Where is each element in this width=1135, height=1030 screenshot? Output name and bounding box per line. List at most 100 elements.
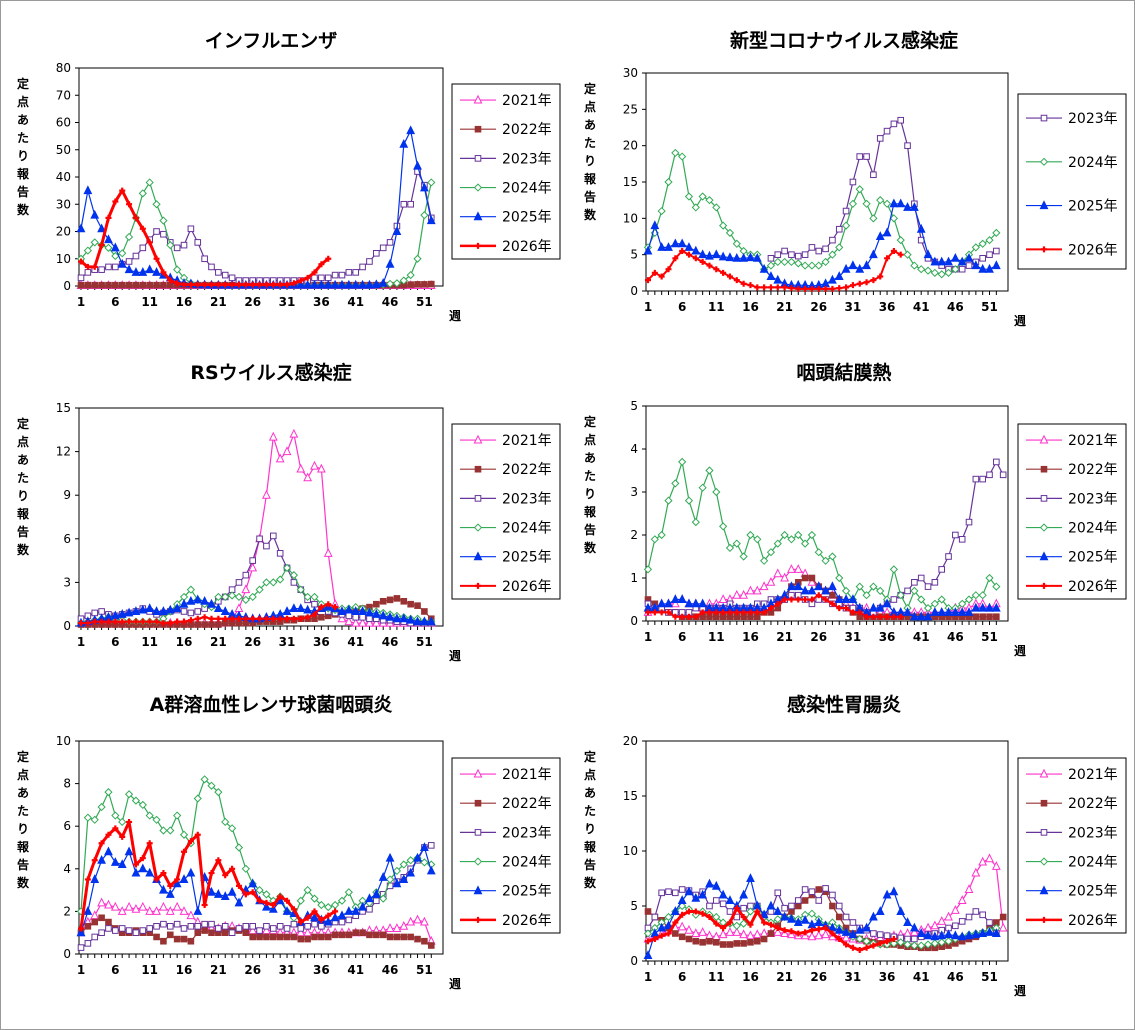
data-point (985, 236, 994, 245)
data-point (222, 615, 229, 622)
data-point (787, 257, 796, 267)
data-point (118, 281, 126, 289)
data-point (985, 263, 994, 273)
data-point (165, 906, 175, 915)
y-tick-label: 10 (56, 734, 71, 748)
data-point (868, 602, 878, 612)
data-point (752, 585, 762, 595)
data-point (848, 199, 858, 208)
data-point (97, 854, 107, 864)
data-point (104, 788, 113, 797)
data-point (124, 264, 134, 274)
data-point (712, 487, 721, 497)
x-tick-label: 1 (644, 970, 652, 984)
legend-label: 2022年 (1068, 462, 1118, 478)
legend-swatch-marker (474, 799, 482, 807)
data-point (746, 873, 755, 882)
data-point (132, 618, 139, 625)
data-point (952, 922, 959, 930)
data-point (227, 886, 237, 896)
x-tick-label: 51 (416, 963, 433, 977)
data-point (220, 606, 230, 615)
data-point (112, 198, 119, 205)
data-point (808, 927, 815, 934)
data-point (856, 609, 863, 616)
data-point (815, 247, 823, 255)
data-point (187, 937, 195, 945)
x-tick-label: 26 (244, 963, 261, 977)
data-point (145, 603, 155, 613)
data-point (739, 252, 749, 262)
data-point (930, 939, 939, 948)
data-point (160, 269, 167, 276)
data-point (180, 925, 188, 932)
data-point (761, 284, 768, 291)
data-point (773, 568, 783, 578)
data-point (937, 270, 946, 279)
legend-label: 2021年 (502, 433, 552, 449)
data-point (385, 852, 395, 862)
data-point (303, 927, 313, 937)
data-point (664, 242, 673, 251)
data-point (201, 920, 208, 928)
data-point (761, 609, 768, 616)
data-point (773, 915, 782, 924)
data-point (875, 602, 885, 612)
data-point (332, 604, 339, 611)
x-tick-label: 46 (947, 300, 964, 314)
data-point (766, 261, 776, 270)
data-point (234, 592, 244, 602)
data-point (105, 925, 112, 932)
data-point (733, 905, 740, 912)
data-point (332, 908, 339, 915)
data-point (303, 604, 313, 614)
data-point (986, 471, 993, 479)
data-point (978, 602, 988, 612)
series-2024年 (643, 457, 1001, 613)
data-point (84, 876, 91, 883)
data-point (904, 587, 911, 595)
x-tick-label: 21 (776, 970, 793, 984)
data-point (868, 249, 878, 259)
data-point (658, 273, 665, 280)
y-tick-label: 8 (63, 777, 71, 791)
data-point (366, 615, 373, 623)
data-point (937, 256, 947, 266)
data-point (337, 279, 347, 289)
x-tick-label: 21 (210, 635, 227, 649)
data-point (747, 282, 754, 289)
data-point (924, 583, 932, 590)
data-point (138, 901, 148, 911)
x-axis-label: 週 (1014, 983, 1026, 998)
data-point (678, 886, 686, 893)
y-axis-label: 定点あたり報告数 (17, 76, 30, 217)
data-point (392, 923, 402, 932)
data-point (345, 269, 353, 276)
data-point (643, 245, 653, 255)
data-point (677, 895, 687, 904)
legend-swatch-marker (473, 434, 483, 444)
data-point (290, 280, 297, 287)
data-point (664, 177, 673, 187)
data-point (670, 238, 680, 248)
data-point (337, 896, 347, 905)
data-point (678, 933, 686, 941)
data-point (235, 882, 242, 889)
data-point (392, 279, 402, 288)
data-point (664, 920, 673, 930)
data-point (971, 929, 981, 939)
legend-label: 2024年 (1068, 521, 1118, 537)
data-point (978, 856, 988, 866)
data-point (290, 920, 298, 928)
legend-label: 2026年 (1068, 242, 1118, 258)
data-point (277, 281, 284, 288)
data-point (698, 889, 708, 899)
data-point (835, 243, 844, 252)
data-point (944, 268, 953, 277)
data-point (801, 574, 809, 582)
data-point (767, 908, 775, 915)
data-point (774, 925, 781, 931)
data-point (802, 285, 809, 292)
data-point (870, 171, 877, 179)
data-point (740, 609, 747, 616)
